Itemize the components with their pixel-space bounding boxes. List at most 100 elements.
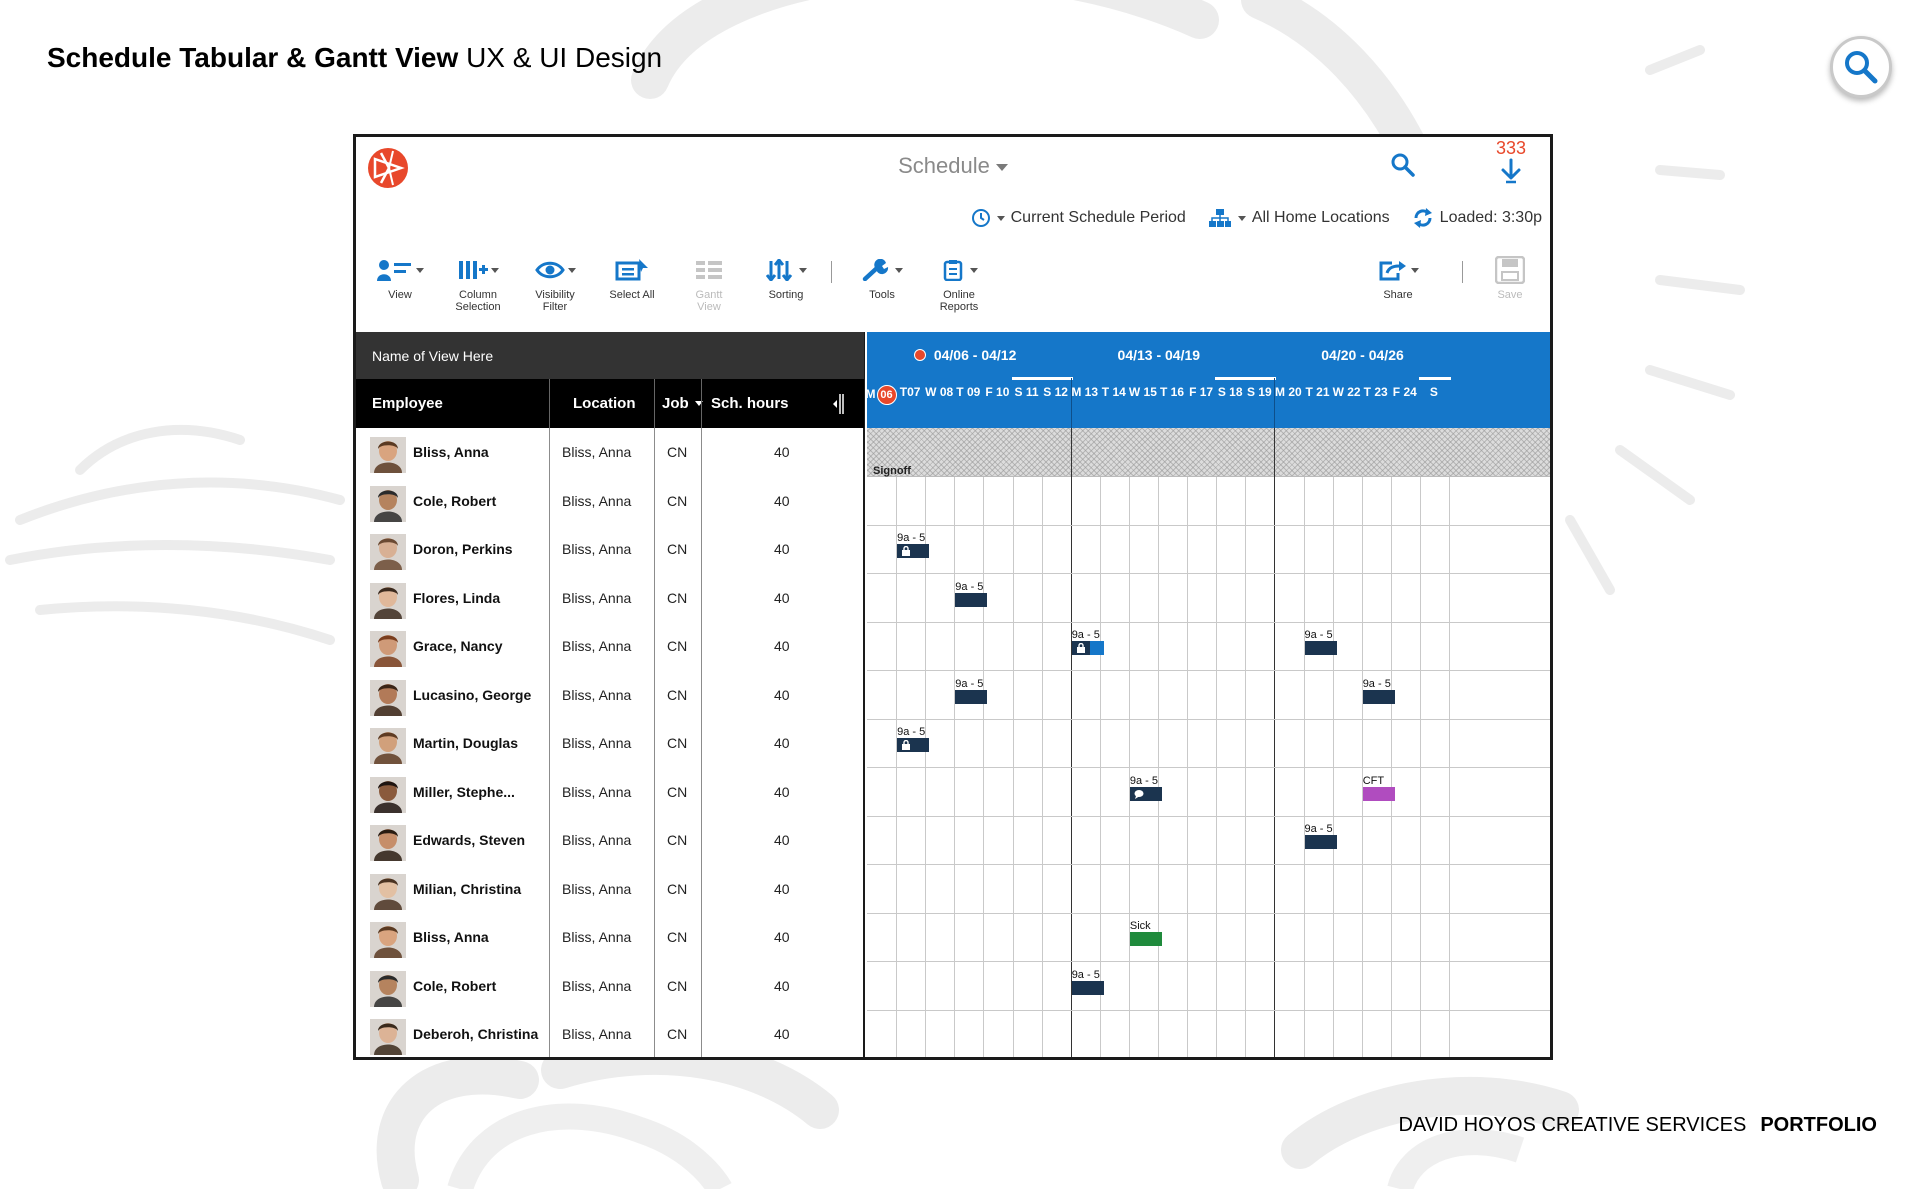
table-row[interactable]: Flores, Linda Bliss, Anna CN 40 — [356, 574, 864, 623]
day-label[interactable]: T 14 — [1096, 385, 1132, 399]
table-row[interactable]: Bliss, Anna Bliss, Anna CN 40 — [356, 913, 864, 962]
day-label[interactable]: M 20 — [1270, 385, 1306, 399]
day-label[interactable]: S 18 — [1212, 385, 1248, 399]
caret-down-icon — [415, 267, 424, 273]
select-all-button[interactable]: Select All — [594, 255, 670, 301]
shift-block[interactable]: 9a - 5 — [1304, 823, 1337, 849]
table-row[interactable]: Miller, Stephe... Bliss, Anna CN 40 — [356, 768, 864, 817]
shift-block[interactable]: 9a - 5 — [1071, 629, 1104, 655]
column-divider — [654, 428, 655, 1057]
week-divider — [1274, 428, 1276, 1057]
notification-count: 333 — [1495, 138, 1527, 158]
column-header-hours[interactable]: Sch. hours — [711, 379, 789, 428]
sorting-button[interactable]: Sorting — [748, 255, 824, 301]
refresh-status[interactable]: Loaded: 3:30p — [1412, 207, 1542, 229]
day-label[interactable]: T 16 — [1154, 385, 1190, 399]
table-row[interactable]: Deberoh, Christina Bliss, Anna CN 40 — [356, 1010, 864, 1057]
day-label[interactable]: T 23 — [1358, 385, 1394, 399]
view-button[interactable]: View — [362, 255, 438, 301]
employee-location: Bliss, Anna — [562, 492, 632, 509]
employee-header-label: Employee — [372, 395, 443, 412]
avatar — [370, 728, 406, 764]
day-gridline — [1332, 477, 1334, 1057]
period-selector[interactable]: Current Schedule Period — [971, 208, 1186, 228]
table-row[interactable]: Cole, Robert Bliss, Anna CN 40 — [356, 477, 864, 526]
caret-down-icon — [1237, 215, 1246, 221]
column-header-employee[interactable]: Employee — [372, 379, 443, 428]
row-gridline — [867, 621, 1550, 623]
day-label[interactable]: W 08 — [921, 385, 957, 399]
table-row[interactable]: Lucasino, George Bliss, Anna CN 40 — [356, 671, 864, 720]
day-label[interactable]: F 10 — [979, 385, 1015, 399]
avatar — [370, 922, 406, 958]
day-label[interactable]: S 19 — [1241, 385, 1277, 399]
row-gridline — [867, 912, 1550, 914]
table-row[interactable]: Cole, Robert Bliss, Anna CN 40 — [356, 962, 864, 1011]
day-gridline — [1390, 477, 1392, 1057]
day-label[interactable]: W 15 — [1125, 385, 1161, 399]
shift-block[interactable]: 9a - 5 — [1071, 969, 1104, 995]
shift-block[interactable]: 9a - 5 — [955, 581, 988, 607]
column-header-job[interactable]: Job — [662, 379, 703, 428]
shift-block[interactable]: 9a - 5 — [1129, 775, 1162, 801]
locations-selector[interactable]: All Home Locations — [1208, 208, 1390, 228]
shift-bar — [1362, 786, 1395, 801]
table-row[interactable]: Edwards, Steven Bliss, Anna CN 40 — [356, 816, 864, 865]
gantt-view-button[interactable]: Gantt View — [671, 255, 747, 313]
shift-block[interactable]: 9a - 5 — [1304, 629, 1337, 655]
day-label[interactable]: F 17 — [1183, 385, 1219, 399]
location-header-label: Location — [573, 395, 636, 412]
shift-block[interactable]: 9a - 5 — [1362, 678, 1395, 704]
shift-block[interactable]: Sick — [1129, 920, 1162, 946]
visibility-filter-button[interactable]: Visibility Filter — [517, 255, 593, 313]
notifications-button[interactable]: 333 — [1489, 138, 1533, 188]
day-label[interactable]: S — [1416, 385, 1452, 399]
shift-block[interactable]: CFT — [1362, 775, 1395, 801]
avatar — [370, 485, 406, 522]
week-label[interactable]: 04/20 - 04/26 — [1321, 347, 1404, 363]
day-label[interactable]: M06 — [867, 385, 899, 405]
day-letter: M — [867, 387, 876, 401]
shift-block[interactable]: 9a - 5 — [897, 726, 930, 752]
table-row[interactable]: Grace, Nancy Bliss, Anna CN 40 — [356, 622, 864, 671]
sorting-label: Sorting — [768, 289, 804, 301]
employee-job: CN — [667, 977, 688, 994]
day-label[interactable]: T07 — [892, 385, 928, 399]
weekend-marker — [1040, 377, 1073, 380]
table-row[interactable]: Milian, Christina Bliss, Anna CN 40 — [356, 865, 864, 914]
week-label[interactable]: 04/06 - 04/12 — [913, 347, 1016, 363]
week-label[interactable]: 04/13 - 04/19 — [1118, 347, 1201, 363]
schedule-title-dropdown[interactable]: Schedule — [356, 153, 1550, 179]
employee-location: Bliss, Anna — [562, 444, 632, 461]
table-row[interactable]: Martin, Douglas Bliss, Anna CN 40 — [356, 719, 864, 768]
table-row[interactable]: Doron, Perkins Bliss, Anna CN 40 — [356, 525, 864, 574]
tools-button[interactable]: Tools — [844, 255, 920, 301]
wrench-icon — [862, 259, 888, 281]
shift-block[interactable]: 9a - 5 — [955, 678, 988, 704]
day-label[interactable]: M 13 — [1067, 385, 1103, 399]
day-label[interactable]: W 22 — [1329, 385, 1365, 399]
save-button[interactable]: Save — [1472, 255, 1548, 301]
day-label[interactable]: T 09 — [950, 385, 986, 399]
employee-job: CN — [667, 686, 688, 703]
search-icon[interactable] — [1390, 152, 1416, 178]
day-label[interactable]: F 24 — [1387, 385, 1423, 399]
day-label[interactable]: S 12 — [1038, 385, 1074, 399]
share-button[interactable]: Share — [1360, 255, 1436, 301]
day-label[interactable]: S 11 — [1009, 385, 1045, 399]
collapse-pane-handle-icon[interactable] — [831, 392, 845, 416]
day-label[interactable]: T 21 — [1300, 385, 1336, 399]
table-row[interactable]: Bliss, Anna Bliss, Anna CN 40 — [356, 428, 864, 477]
shift-label: 9a - 5 — [897, 532, 926, 544]
view-name-bar[interactable]: Name of View Here — [356, 332, 864, 379]
column-selection-button[interactable]: Column Selection — [440, 255, 516, 313]
brand-logo-icon[interactable] — [367, 147, 409, 189]
shift-block[interactable]: 9a - 5 — [897, 532, 930, 558]
shift-bar — [1304, 641, 1337, 655]
day-text: F 24 — [1392, 385, 1417, 399]
magnify-button[interactable] — [1830, 36, 1892, 98]
page-title-light: UX & UI Design — [466, 42, 663, 73]
column-header-location[interactable]: Location — [573, 379, 636, 428]
online-reports-button[interactable]: Online Reports — [921, 255, 997, 313]
